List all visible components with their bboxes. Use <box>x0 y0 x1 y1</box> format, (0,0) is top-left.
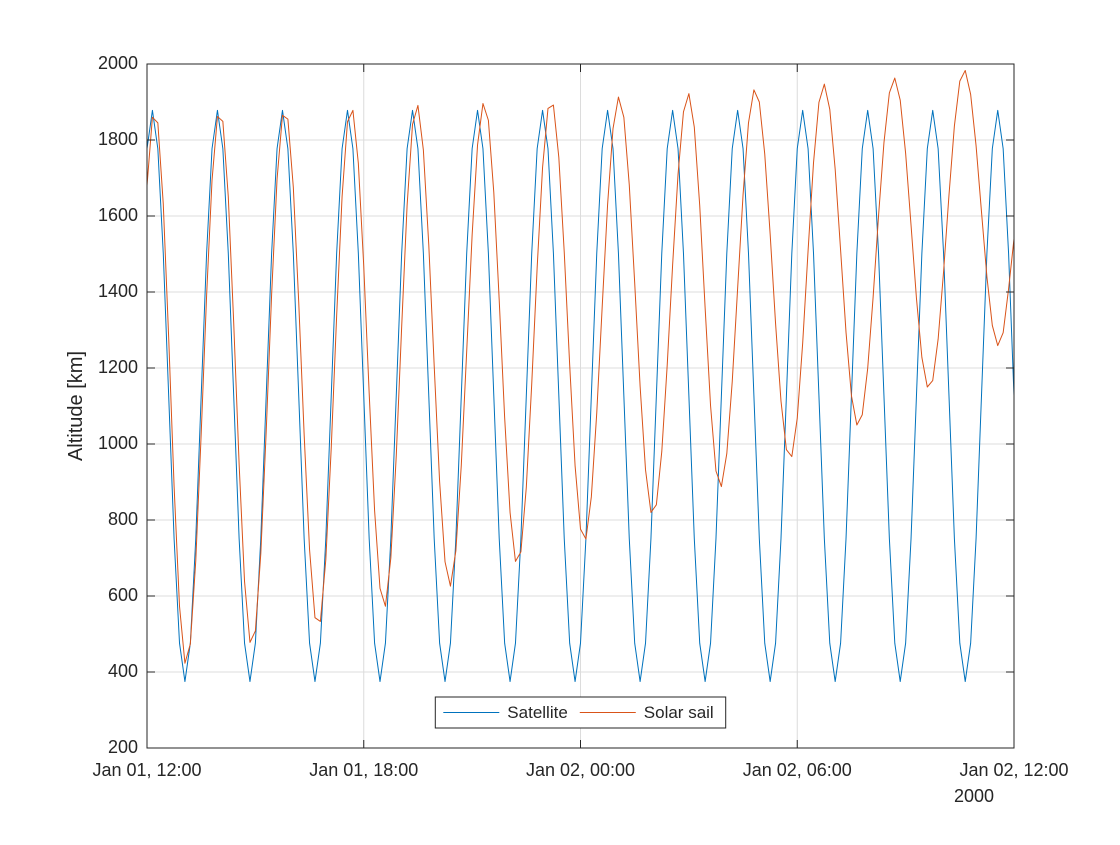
legend: Satellite Solar sail <box>434 696 727 729</box>
y-tick-label: 1200 <box>98 357 138 377</box>
series-line <box>146 109 1015 682</box>
y-axis-label: Altitude [km] <box>65 351 87 461</box>
y-tick-label: 400 <box>108 661 138 681</box>
y-tick-label: 1000 <box>98 433 138 453</box>
legend-label: Satellite <box>507 703 567 722</box>
y-tick-label: 1600 <box>98 205 138 225</box>
y-tick-label: 200 <box>108 737 138 757</box>
y-tick-label: 800 <box>108 509 138 529</box>
legend-label: Solar sail <box>644 703 714 722</box>
x-tick-label: Jan 02, 06:00 <box>743 760 852 780</box>
axes: 200 400 600 800 1000 1200 1400 1600 1800 2000 Jan … <box>92 53 1068 780</box>
series-line <box>146 69 1015 664</box>
y-tick-label: 1400 <box>98 281 138 301</box>
x-tick-label: Jan 02, 00:00 <box>526 760 635 780</box>
x-tick-label: Jan 02, 12:00 <box>959 760 1068 780</box>
y-tick-label: 1800 <box>98 129 138 149</box>
plot-lines <box>146 69 1015 682</box>
y-tick-label: 2000 <box>98 53 138 73</box>
x-tick-label: Jan 01, 18:00 <box>309 760 418 780</box>
x-secondary-label: 2000 <box>954 786 994 806</box>
x-tick-label: Jan 01, 12:00 <box>92 760 201 780</box>
y-tick-label: 600 <box>108 585 138 605</box>
